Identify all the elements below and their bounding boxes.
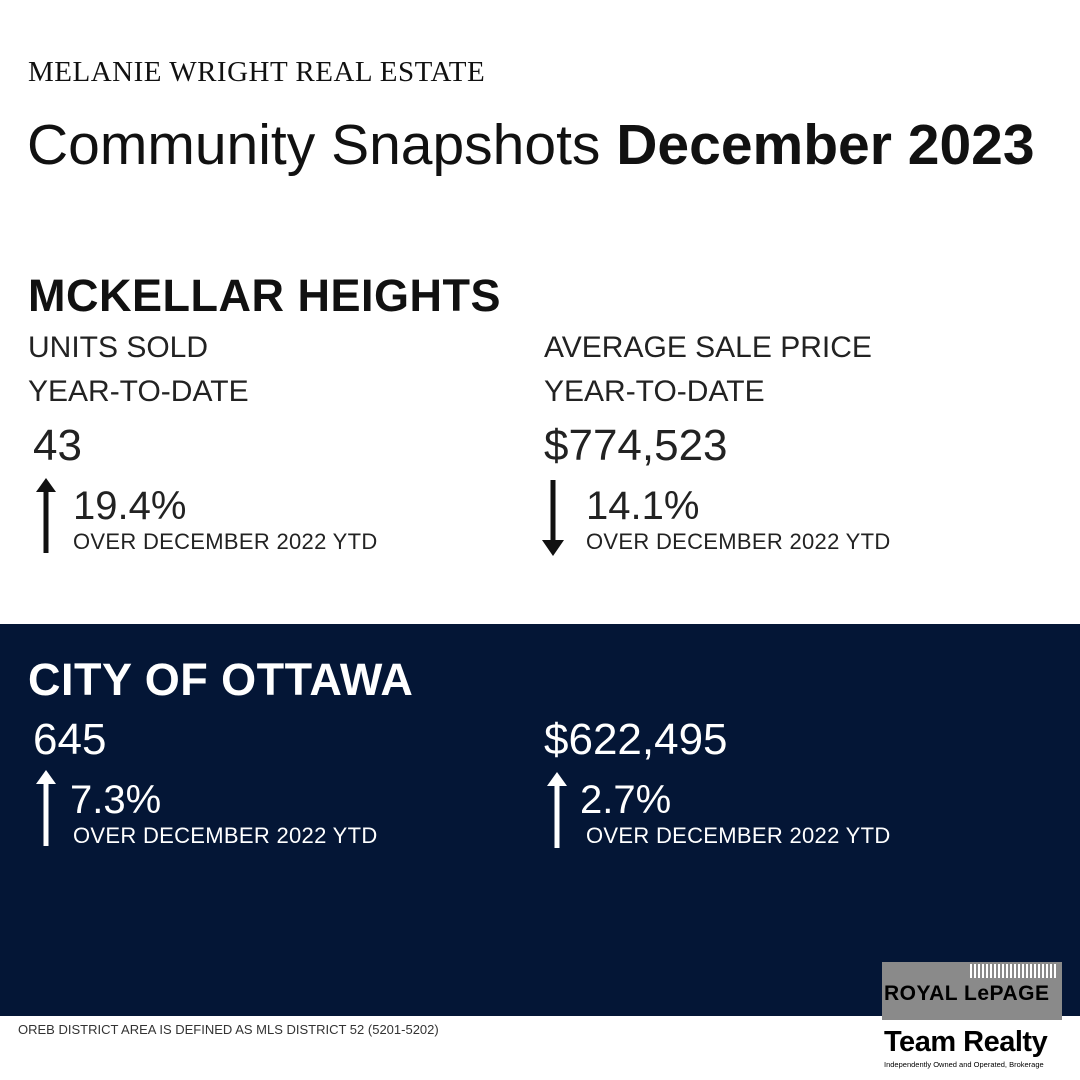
units-sold-label: UNITS SOLD xyxy=(28,331,209,364)
arrow-up-icon xyxy=(547,772,567,848)
city-name: CITY OF OTTAWA xyxy=(28,654,414,705)
royal-lepage-logo: ROYAL LePAGE Team Realty Independently O… xyxy=(882,962,1062,1074)
arrow-up-icon xyxy=(36,478,56,553)
logo-stripes-icon xyxy=(970,964,1056,978)
city-units-change: 7.3% xyxy=(70,778,162,822)
community-units-change: 19.4% xyxy=(73,484,187,528)
city-units-comparison: OVER DECEMBER 2022 YTD xyxy=(73,823,378,848)
city-price-value: $622,495 xyxy=(544,715,728,764)
logo-tagline: Independently Owned and Operated, Broker… xyxy=(884,1060,1044,1069)
title-bold: December 2023 xyxy=(616,113,1035,177)
avg-price-label: AVERAGE SALE PRICE xyxy=(544,331,872,364)
page-title: Community Snapshots December 2023 xyxy=(27,112,1035,178)
city-panel: CITY OF OTTAWA 645 7.3% OVER DECEMBER 20… xyxy=(0,624,1080,1016)
title-regular: Community Snapshots xyxy=(27,113,617,177)
city-units-value: 645 xyxy=(33,715,107,764)
city-price-change: 2.7% xyxy=(580,778,672,822)
community-units-value: 43 xyxy=(33,421,82,470)
arrow-down-icon xyxy=(542,480,564,556)
price-period-label: YEAR-TO-DATE xyxy=(544,375,765,408)
community-name: MCKELLAR HEIGHTS xyxy=(28,270,501,321)
community-price-change: 14.1% xyxy=(586,484,700,528)
logo-team-text: Team Realty xyxy=(884,1026,1048,1058)
brand-name: MELANIE WRIGHT REAL ESTATE xyxy=(28,56,486,88)
community-price-comparison: OVER DECEMBER 2022 YTD xyxy=(586,529,891,554)
arrow-up-icon xyxy=(36,770,56,846)
community-price-value: $774,523 xyxy=(544,421,728,470)
footer-note: OREB DISTRICT AREA IS DEFINED AS MLS DIS… xyxy=(18,1022,439,1037)
city-price-comparison: OVER DECEMBER 2022 YTD xyxy=(586,823,891,848)
logo-royal-text: ROYAL LePAGE xyxy=(884,982,1050,1005)
units-period-label: YEAR-TO-DATE xyxy=(28,375,249,408)
logo-bar: ROYAL LePAGE xyxy=(882,962,1062,1020)
community-units-comparison: OVER DECEMBER 2022 YTD xyxy=(73,529,378,554)
